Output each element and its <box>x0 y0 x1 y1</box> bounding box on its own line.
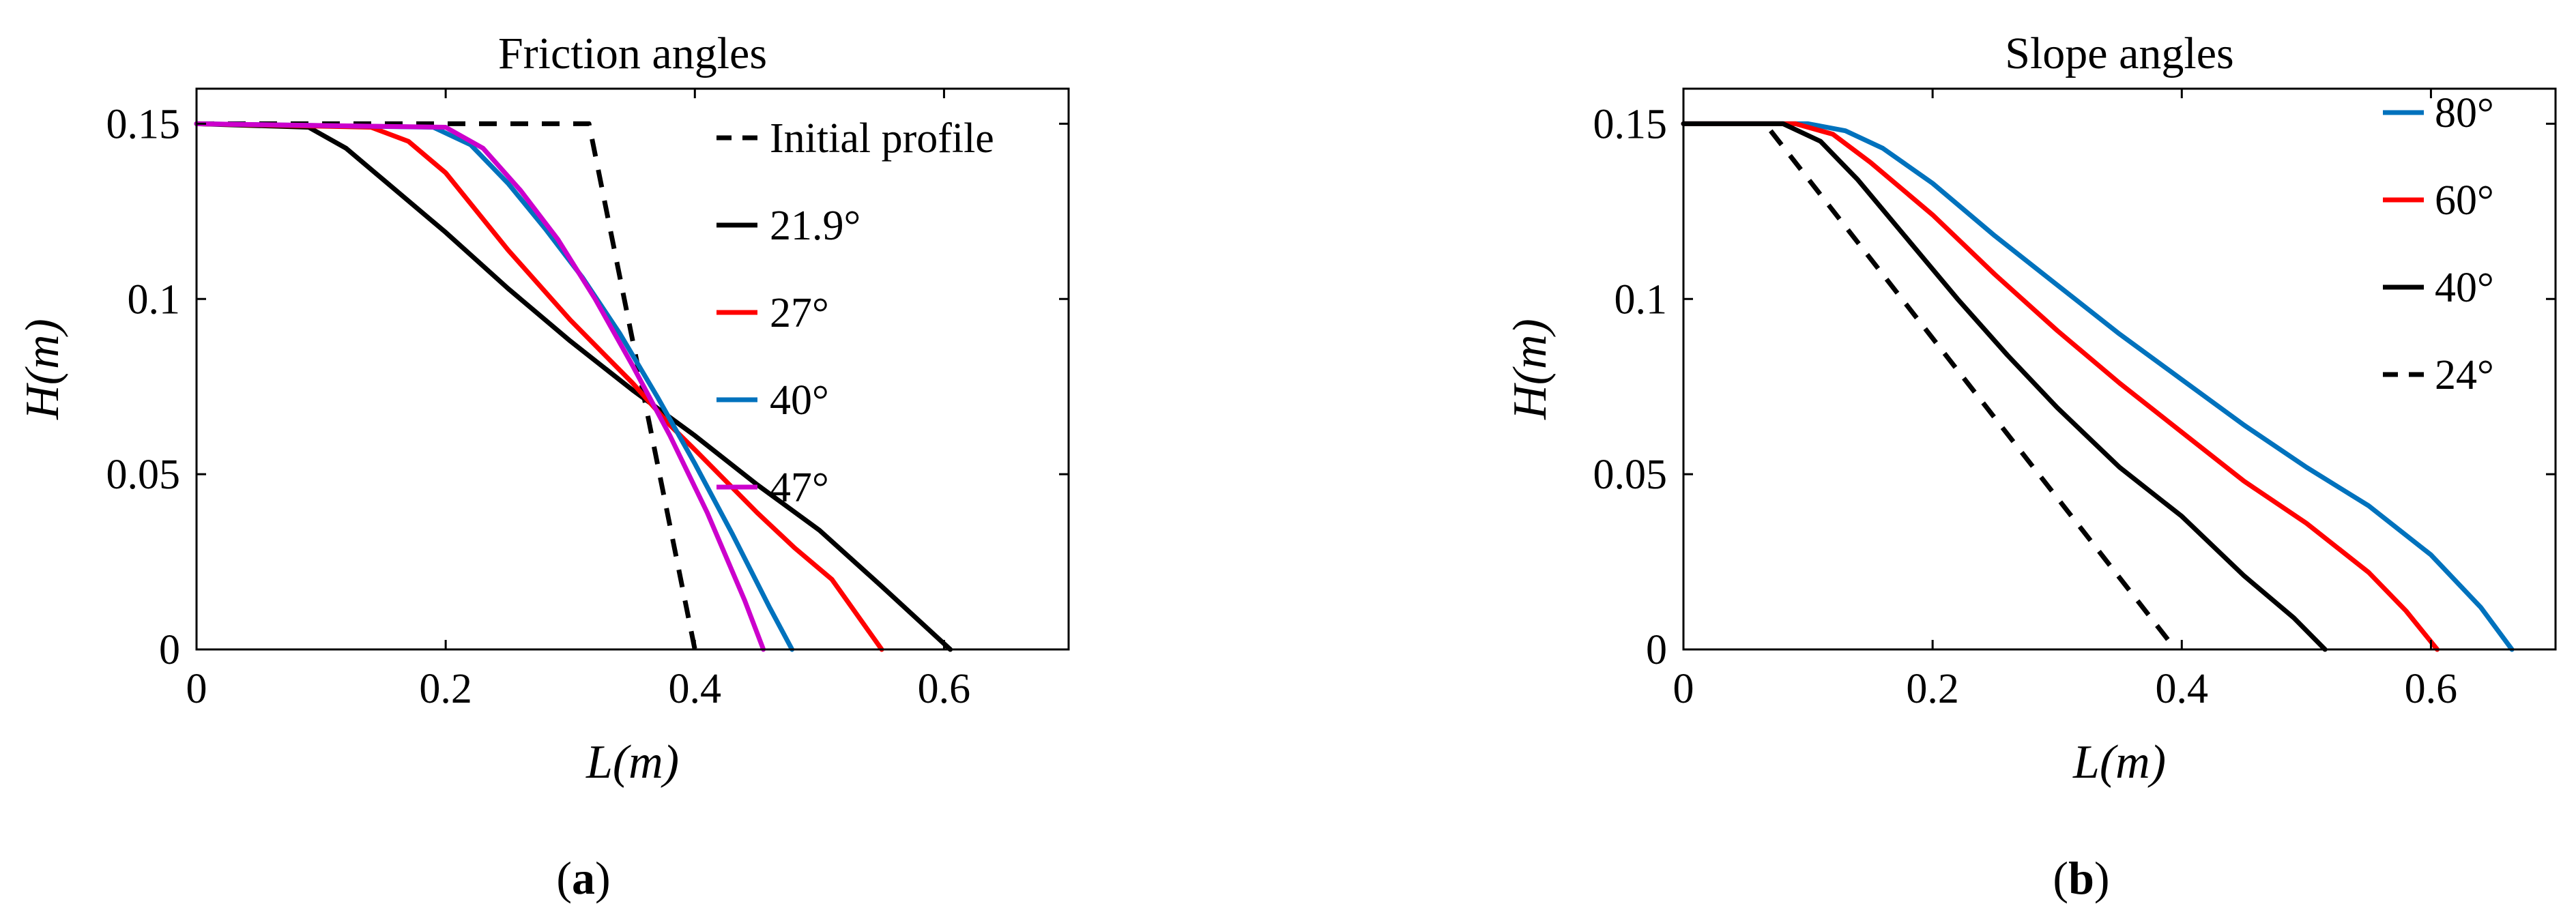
chart-a-y-axis-label: H(m) <box>16 319 69 420</box>
chart-a-x-tick-label: 0.4 <box>669 666 722 712</box>
chart-a-panel-label: (a) <box>556 852 610 904</box>
chart-b-legend-label-1: 80° <box>2435 90 2494 136</box>
chart-b-panel-label-close: ) <box>2094 852 2110 904</box>
chart-b-y-tick-label: 0.15 <box>1593 101 1668 147</box>
chart-panel-a: Friction angles 0 0.2 0.4 0.6 0 0.05 0.1 0.15 L… <box>16 29 1070 904</box>
chart-b-y-tick-label: 0.1 <box>1615 276 1668 323</box>
chart-b-y-axis-label: H(m) <box>1504 319 1557 420</box>
chart-b-legend-label-3: 40° <box>2435 265 2494 311</box>
chart-a-series-line-1 <box>197 121 697 650</box>
chart-a-y-tick-label: 0.05 <box>106 452 181 498</box>
chart-b-x-tick-label: 0.6 <box>2405 666 2458 712</box>
chart-a-x-axis-label: L(m) <box>585 736 679 789</box>
chart-a-panel-label-close: ) <box>595 852 611 904</box>
chart-b-x-tick-label: 0 <box>1673 666 1694 712</box>
chart-a-marks <box>194 121 953 652</box>
chart-a-x-tick-label: 0 <box>186 666 207 712</box>
chart-b-x-axis-label: L(m) <box>2072 736 2166 789</box>
chart-b-panel-label-letter: b <box>2068 852 2094 904</box>
chart-a-x-tick-label: 0.6 <box>918 666 971 712</box>
chart-a-panel-label-open: ( <box>556 852 572 904</box>
chart-panel-b: Slope angles 0 0.2 0.4 0.6 0 0.05 0.1 0.15 L(m)… <box>1504 29 2557 904</box>
chart-b-series-line-2 <box>1681 121 2440 652</box>
chart-b-y-tick-label: 0.05 <box>1593 452 1668 498</box>
chart-b-series-line-1 <box>1681 121 2515 652</box>
chart-a-series-line-5 <box>194 121 766 652</box>
chart-b-axes-box <box>1682 87 2557 651</box>
chart-b-series-line-3 <box>1681 121 2328 652</box>
chart-a-legend-label-5: 47° <box>770 465 829 511</box>
chart-a-legend-label-2: 21.9° <box>770 203 860 249</box>
chart-b-series-line-4 <box>1769 129 2177 651</box>
chart-a-ticks: 0 0.2 0.4 0.6 0 0.05 0.1 0.15 <box>106 89 1069 712</box>
chart-a-legend-label-4: 40° <box>770 377 829 424</box>
chart-b-panel-label-open: ( <box>2053 852 2068 904</box>
chart-b-x-tick-label: 0.2 <box>1906 666 1959 712</box>
chart-b-legend-label-2: 60° <box>2435 177 2494 224</box>
chart-a-legend-label-3: 27° <box>770 290 829 336</box>
chart-a-x-tick-label: 0.2 <box>419 666 472 712</box>
chart-b-x-tick-label: 0.4 <box>2156 666 2209 712</box>
chart-a-series-line-4 <box>194 121 795 652</box>
chart-b-y-tick-label: 0 <box>1646 627 1667 673</box>
chart-a-legend-label-1: Initial profile <box>770 115 994 162</box>
chart-b-panel-label: (b) <box>2053 852 2109 904</box>
chart-a-legend: Initial profile 21.9° 27° 40° 47° <box>717 115 994 511</box>
chart-a-title: Friction angles <box>498 29 767 78</box>
chart-a-axes-box <box>195 87 1070 651</box>
chart-a-y-tick-label: 0.1 <box>128 276 181 323</box>
chart-a-y-tick-label: 0 <box>159 627 180 673</box>
chart-a-y-tick-label: 0.15 <box>106 101 181 147</box>
chart-a-panel-label-letter: a <box>572 852 595 904</box>
chart-b-legend: 80° 60° 40° 24° <box>2383 90 2494 398</box>
chart-b-marks <box>1681 121 2515 652</box>
chart-b-ticks: 0 0.2 0.4 0.6 0 0.05 0.1 0.15 <box>1593 89 2556 712</box>
chart-a-series-line-2 <box>194 121 953 652</box>
chart-b-legend-label-4: 24° <box>2435 352 2494 398</box>
chart-b-title: Slope angles <box>2005 29 2233 78</box>
